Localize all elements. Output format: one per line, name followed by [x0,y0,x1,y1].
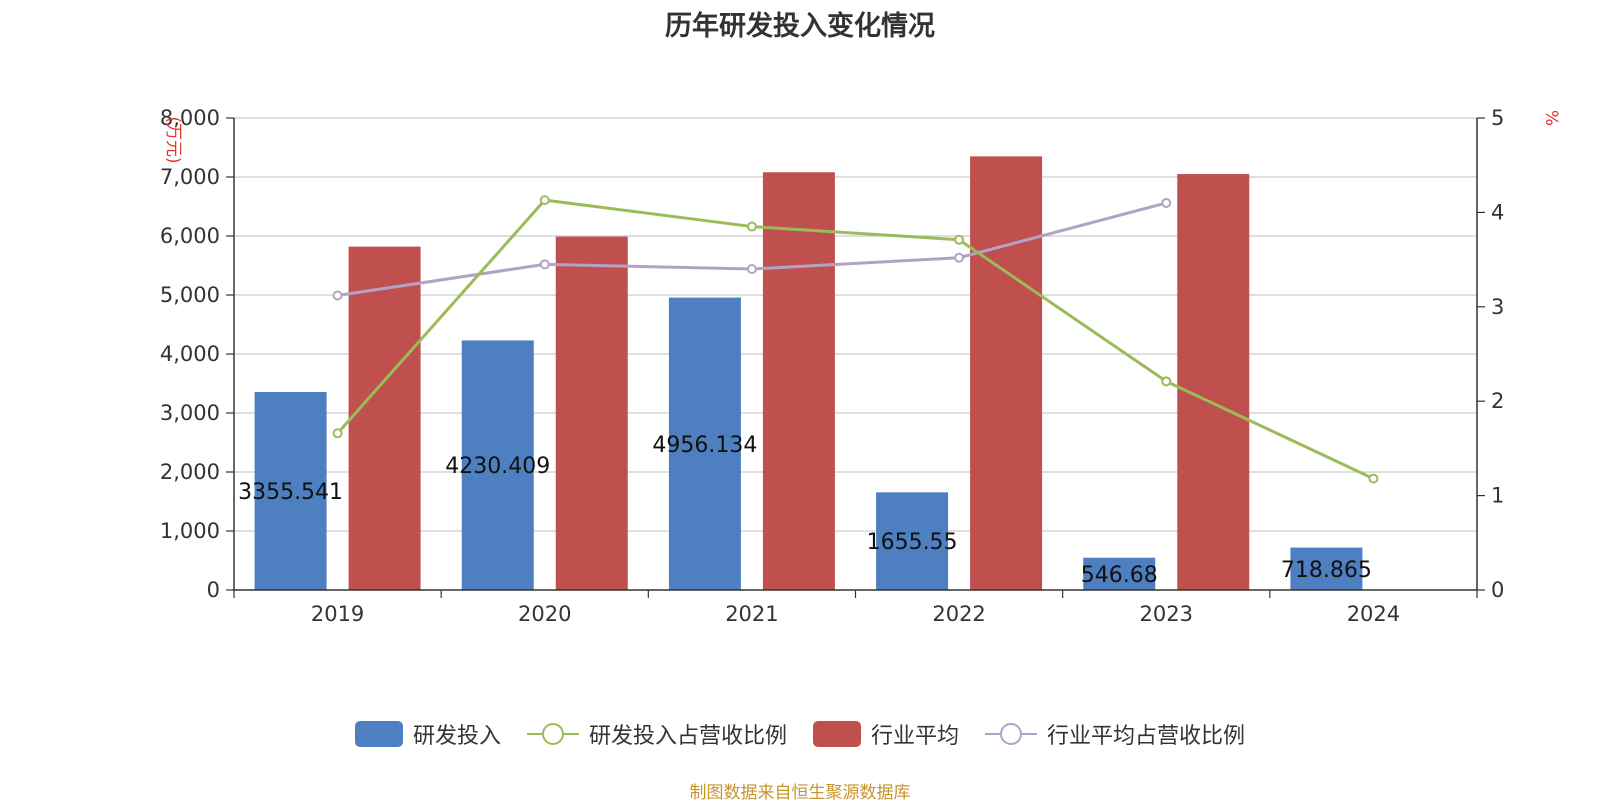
point-industry-ratio [332,290,343,301]
point-rd-ratio [332,428,343,439]
data-label: 546.68 [1081,563,1158,588]
y-right-tick-label: 1 [1491,484,1504,508]
y-left-tick-label: 4,000 [160,342,220,366]
legend-item-industry-ratio[interactable]: 行业平均占营收比例 [985,718,1245,750]
x-tick-label: 2020 [518,602,571,626]
chart-title: 历年研发投入变化情况 [665,11,935,42]
legend-item-rd-investment[interactable]: 研发投入 [354,718,501,750]
y-left-unit-label: (万元) [163,116,183,163]
point-industry-ratio [746,264,757,275]
y-right-unit-label: % [1541,110,1561,126]
point-industry-ratio [954,252,965,263]
y-right-tick-label: 4 [1491,200,1504,224]
x-tick-label: 2024 [1347,602,1400,626]
point-rd-ratio [746,221,757,232]
bar-industry-average-2020 [555,236,628,590]
y-left-tick-label: 1,000 [160,519,220,543]
bar-industry-average-2022 [970,156,1043,590]
legend-label-rd-investment: 研发投入 [412,724,501,749]
point-rd-ratio [539,195,550,206]
legend: 研发投入 研发投入占营收比例 行业平均 行业平均占营收比例 [0,718,1600,750]
legend-swatch-industry-average [813,721,861,747]
x-tick-label: 2019 [311,602,364,626]
bar-rd-investment-2024 [1290,547,1363,590]
y-left-tick-label: 6,000 [160,224,220,248]
line-rd-ratio [336,198,1375,480]
y-right-tick-label: 0 [1491,578,1504,602]
point-industry-ratio [1161,197,1172,208]
x-tick-label: 2023 [1140,602,1193,626]
y-left-tick-label: 5,000 [160,283,220,307]
bar-rd-investment-2022 [876,492,949,590]
legend-line-industry-ratio [985,721,1038,747]
legend-label-industry-average: 行业平均 [871,724,960,749]
y-left-tick-label: 2,000 [160,460,220,484]
y-right-tick-label: 5 [1491,106,1504,130]
x-tick-label: 2022 [932,602,985,626]
legend-swatch-rd-investment [354,721,403,747]
bar-industry-average-2021 [762,172,835,590]
legend-line-rd-ratio [526,721,579,747]
y-left-tick-label: 0 [207,578,220,602]
data-label: 4956.134 [652,433,757,458]
data-source-note: 制图数据来自恒生聚源数据库 [689,783,911,803]
data-label: 4230.409 [445,454,550,479]
bar-rd-investment-2019 [254,392,327,590]
y-left-tick-label: 8,000 [160,106,220,130]
bar-industry-average-2023 [1177,174,1250,591]
legend-item-industry-average[interactable]: 行业平均 [813,718,959,750]
bar-rd-investment-2023 [1083,557,1156,590]
point-rd-ratio [1161,376,1172,387]
data-label: 3355.541 [238,480,343,505]
legend-label-rd-ratio: 研发投入占营收比例 [588,724,787,749]
legend-label-industry-ratio: 行业平均占营收比例 [1047,724,1246,749]
y-right-tick-label: 3 [1491,295,1504,319]
data-label: 1655.55 [867,530,958,555]
legend-item-rd-ratio[interactable]: 研发投入占营收比例 [526,718,787,750]
y-right-tick-label: 2 [1491,389,1504,413]
point-rd-ratio [954,234,965,245]
bar-rd-investment-2021 [668,297,741,590]
y-left-tick-label: 7,000 [160,165,220,189]
x-tick-label: 2021 [725,602,778,626]
data-label: 718.865 [1281,558,1372,583]
point-industry-ratio [539,259,550,270]
bar-rd-investment-2020 [461,340,534,590]
point-rd-ratio [1368,473,1379,484]
bar-industry-average-2019 [348,246,421,590]
y-left-tick-label: 3,000 [160,401,220,425]
